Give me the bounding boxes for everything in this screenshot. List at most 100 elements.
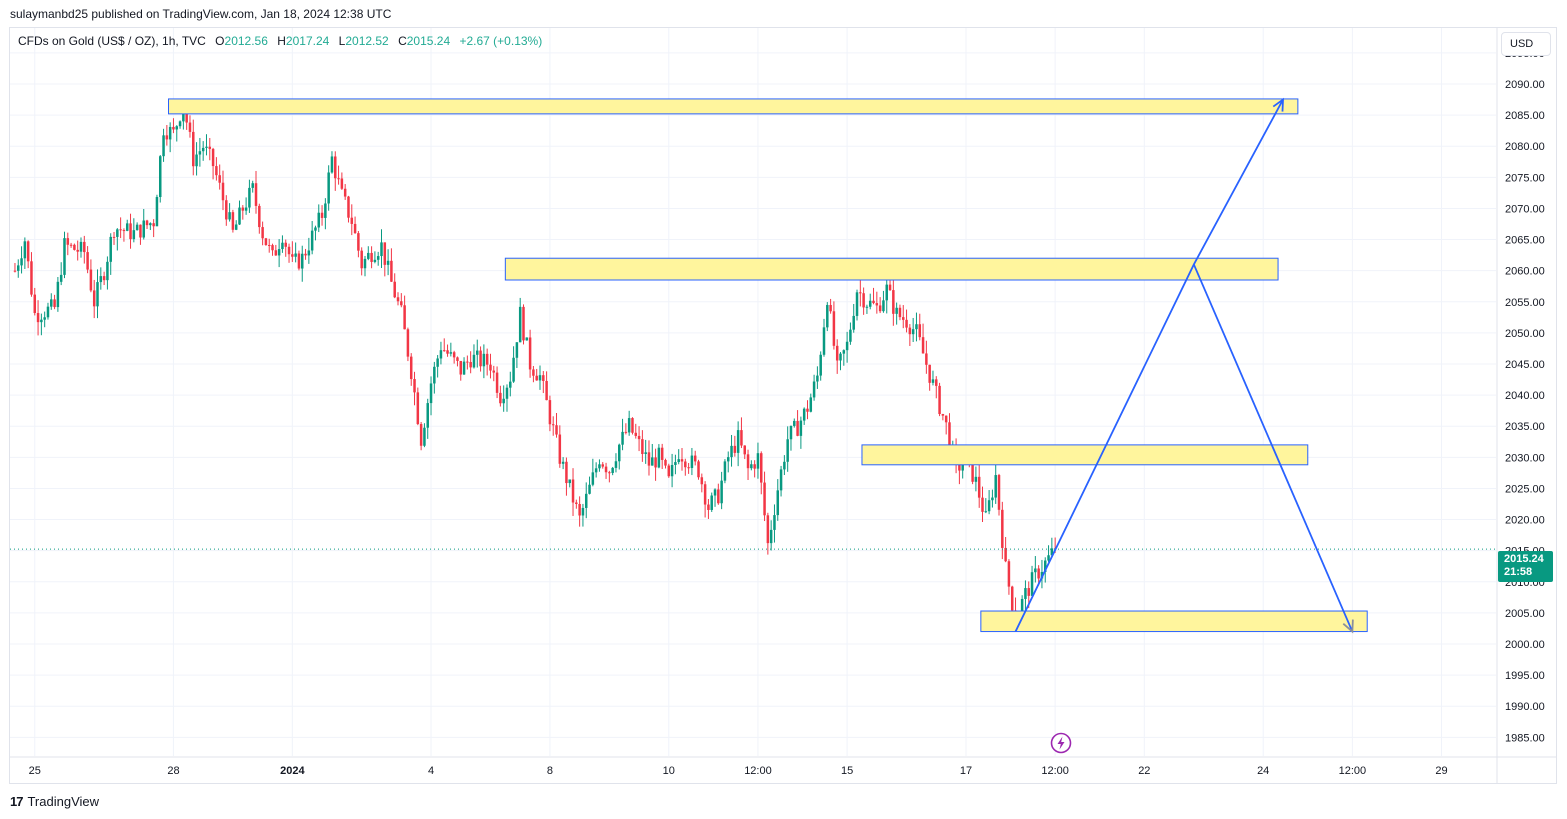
candle-body [281,242,284,250]
candle-body [419,424,423,446]
candle-body [819,354,822,376]
bullish-projection-arrow-head [1272,97,1284,112]
candle-body [439,350,443,359]
candle-body [43,317,46,320]
candle-body [122,230,126,232]
candle-body [327,172,330,204]
x-tick-label: 10 [663,765,675,777]
candle-body [789,425,793,440]
high-label: H [277,34,286,48]
candle-body [1004,547,1007,562]
candle-body [604,466,608,473]
candle-body [271,245,274,251]
candle-body [545,380,548,401]
candle-body [119,229,122,231]
y-tick-label: 2025.00 [1505,483,1545,495]
candle-body [442,350,446,352]
candle-body [743,445,746,455]
zone-box-2[interactable] [504,257,1279,281]
candle-body [756,453,760,469]
lightning-bolt-icon[interactable] [1050,732,1072,754]
candle-body [621,431,624,445]
candle-body [300,253,304,269]
x-tick-label: 12:00 [1339,765,1367,777]
candle-body [208,146,212,149]
bearish-projection-arrow[interactable] [1193,264,1354,632]
candle-body [849,329,852,342]
candle-body [357,233,360,251]
candle-body [584,493,588,508]
candle-body [499,392,502,404]
candle-body [568,479,571,484]
candle-body [905,319,908,328]
candle-body [528,337,532,370]
candle-body [888,284,892,291]
projection-arrows[interactable] [1014,97,1354,634]
candle-body [981,497,984,512]
candle-body [241,207,245,211]
candle-body [436,358,439,367]
candle-body [548,400,552,425]
candle-body [231,212,235,230]
candle-body [165,135,169,140]
grid-lines [10,28,1496,756]
candle-body [320,212,324,218]
tradingview-logo-icon: 17 [10,794,24,809]
candle-body [307,250,311,256]
zone-box-4[interactable] [980,610,1368,633]
candle-body [974,476,978,482]
open-value: 2012.56 [224,34,268,48]
y-tick-label: 2090.00 [1505,79,1545,91]
candle-body [627,418,631,433]
candle-body [855,292,859,316]
candle-body [337,178,340,180]
close-label: C [398,34,407,48]
candle-body [859,292,862,294]
candle-body [1007,561,1011,587]
candle-body [347,196,350,218]
candle-body [416,392,420,425]
candle-body [852,315,855,330]
candle-body [948,422,951,450]
y-tick-label: 2080.00 [1505,141,1545,153]
open-label: O [215,34,225,48]
candle-body [343,188,347,197]
candle-body [677,459,680,463]
candle-body [578,504,581,516]
x-tick-label: 28 [167,765,179,777]
x-tick-label: 22 [1138,765,1150,777]
candle-body [812,381,816,398]
symbol-legend[interactable]: CFDs on Gold (US$ / OZ), 1h, TVC O2012.5… [18,34,542,48]
candle-body [334,156,337,179]
candle-body [20,258,23,266]
candle-body [234,224,238,230]
candle-body [987,500,991,512]
candle-body [277,249,281,256]
candle-body [542,375,545,381]
y-tick-label: 2060.00 [1505,266,1545,278]
candle-body [310,230,314,251]
candle-body [641,439,644,455]
currency-button[interactable]: USD [1501,32,1551,56]
y-tick-label: 2040.00 [1505,390,1545,402]
candle-body [654,457,657,468]
high-value: 2017.24 [285,34,330,48]
candle-body [76,249,79,252]
low-value: 2012.52 [345,34,389,48]
candle-body [875,303,879,306]
candle-body [30,261,33,295]
candle-body [703,484,707,505]
candle-body [291,254,294,257]
brand-name: TradingView [27,794,100,809]
candle-body [132,230,136,240]
zone-box-3[interactable] [861,444,1309,466]
zones[interactable] [168,98,1368,633]
candle-body [925,353,928,365]
candle-body [251,183,254,188]
candle-body [79,241,83,252]
zone-box-1[interactable] [168,98,1299,115]
tradingview-brand[interactable]: 17 TradingView [10,794,99,809]
candle-body [469,361,472,368]
candle-body [495,372,499,393]
